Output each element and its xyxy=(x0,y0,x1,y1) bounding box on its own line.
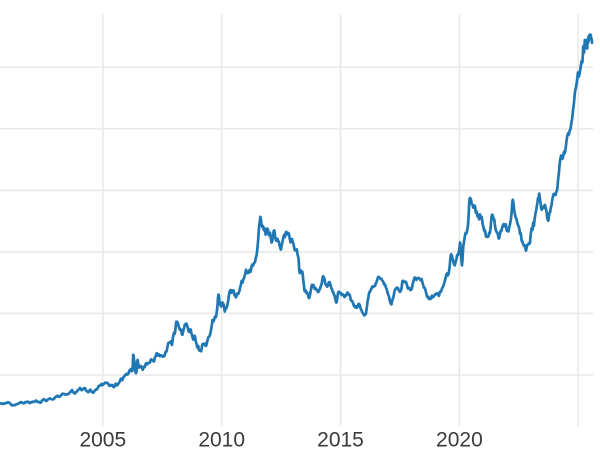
svg-text:2010: 2010 xyxy=(198,429,245,450)
svg-text:2020: 2020 xyxy=(436,429,483,450)
svg-text:2015: 2015 xyxy=(317,429,364,450)
svg-text:2005: 2005 xyxy=(79,429,126,450)
